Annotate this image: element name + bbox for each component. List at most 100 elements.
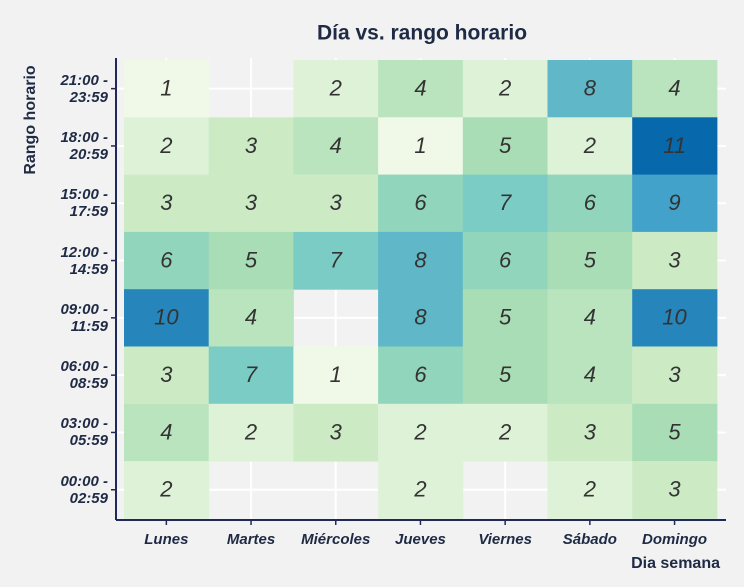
heat-cell xyxy=(462,231,548,290)
heat-cell xyxy=(124,174,210,233)
heat-cell xyxy=(378,117,464,176)
cell-label: 8 xyxy=(414,247,427,272)
cell-label: 3 xyxy=(668,362,681,387)
cell-label: 4 xyxy=(160,419,172,444)
heat-cell xyxy=(462,289,548,347)
heat-cell xyxy=(462,346,548,405)
cell-label: 11 xyxy=(663,133,686,158)
heat-cell xyxy=(208,174,294,233)
heat-cell xyxy=(124,346,210,405)
heat-cell xyxy=(547,403,633,462)
cell-label: 3 xyxy=(668,247,681,272)
heat-cell xyxy=(124,289,210,347)
heat-cell xyxy=(547,174,633,233)
cell-label: 5 xyxy=(245,247,258,272)
x-axis-label: Dia semana xyxy=(631,555,720,572)
y-tick-label: 18:00 - 20:59 xyxy=(60,128,108,163)
heat-cell xyxy=(632,403,718,462)
heat-cell xyxy=(378,346,464,405)
cell-label: 3 xyxy=(245,133,258,158)
heat-cell xyxy=(208,346,294,405)
cell-label: 4 xyxy=(584,362,596,387)
cell-label: 6 xyxy=(499,247,512,272)
y-tick-label: 09:00 - 11:59 xyxy=(60,300,108,335)
cell-label: 3 xyxy=(330,190,343,215)
heat-cell xyxy=(124,117,210,176)
cell-label: 4 xyxy=(668,75,680,100)
cell-label: 10 xyxy=(154,305,179,330)
heat-cell xyxy=(462,403,548,462)
cell-label: 2 xyxy=(583,477,596,502)
cell-label: 6 xyxy=(160,247,173,272)
heat-cell xyxy=(124,231,210,290)
heat-cell xyxy=(293,117,379,176)
x-tick-label: Jueves xyxy=(395,531,446,548)
cell-label: 4 xyxy=(414,75,426,100)
cell-label: 3 xyxy=(160,190,173,215)
cell-label: 1 xyxy=(160,75,172,100)
cell-label: 8 xyxy=(414,305,427,330)
cell-label: 2 xyxy=(159,477,172,502)
cell-label: 6 xyxy=(414,362,427,387)
cell-label: 2 xyxy=(329,75,342,100)
cell-label: 6 xyxy=(584,190,597,215)
heat-cell xyxy=(378,403,464,462)
x-tick-label: Martes xyxy=(227,531,275,548)
heat-cell xyxy=(632,174,718,233)
chart-title: Día vs. rango horario xyxy=(317,22,527,45)
x-tick-label: Miércoles xyxy=(301,531,370,548)
heat-cell xyxy=(293,403,379,462)
heat-cell xyxy=(462,60,548,118)
cell-label: 3 xyxy=(330,419,343,444)
cell-label: 3 xyxy=(584,419,597,444)
heat-cell xyxy=(293,231,379,290)
heat-cell xyxy=(462,174,548,233)
cell-label: 2 xyxy=(413,477,426,502)
heat-cell xyxy=(632,117,718,176)
heat-cell xyxy=(208,231,294,290)
heat-cell xyxy=(462,117,548,176)
y-tick-label: 12:00 - 14:59 xyxy=(60,243,108,278)
heat-cell xyxy=(632,346,718,405)
cell-label: 5 xyxy=(499,305,512,330)
x-tick-label: Viernes xyxy=(478,531,532,548)
cell-label: 2 xyxy=(413,419,426,444)
x-tick-label: Domingo xyxy=(642,531,707,548)
y-axis-label: Rango horario xyxy=(22,65,39,175)
heat-cell xyxy=(547,60,633,118)
heat-cell xyxy=(208,289,294,347)
heat-cell xyxy=(547,289,633,347)
cell-label: 6 xyxy=(414,190,427,215)
cell-label: 2 xyxy=(583,133,596,158)
y-tick-label: 06:00 - 08:59 xyxy=(60,358,108,393)
cell-label: 1 xyxy=(330,362,342,387)
heat-cell xyxy=(547,461,633,519)
heat-cell xyxy=(208,117,294,176)
cell-label: 4 xyxy=(584,305,596,330)
cell-label: 4 xyxy=(330,133,342,158)
heat-cell xyxy=(632,289,718,347)
y-tick-label: 21:00 - 23:59 xyxy=(60,71,108,106)
heat-cell xyxy=(293,174,379,233)
cell-label: 3 xyxy=(160,362,173,387)
cell-label: 9 xyxy=(668,190,680,215)
y-tick-label: 00:00 - 02:59 xyxy=(60,472,108,507)
x-tick-label: Sábado xyxy=(563,531,617,548)
cell-label: 5 xyxy=(668,419,681,444)
y-tick-label: 15:00 - 17:59 xyxy=(60,186,108,221)
heat-cell xyxy=(378,60,464,118)
cell-label: 7 xyxy=(499,190,512,215)
heat-cell xyxy=(208,403,294,462)
heat-cell xyxy=(378,174,464,233)
heat-cell xyxy=(632,60,718,118)
cell-label: 2 xyxy=(498,419,511,444)
heat-cell xyxy=(547,231,633,290)
cell-label: 4 xyxy=(245,305,257,330)
cell-label: 3 xyxy=(245,190,258,215)
heat-cell xyxy=(378,461,464,519)
heat-cell xyxy=(378,231,464,290)
heat-cell xyxy=(124,461,210,519)
cell-label: 2 xyxy=(498,75,511,100)
cell-label: 8 xyxy=(584,75,597,100)
